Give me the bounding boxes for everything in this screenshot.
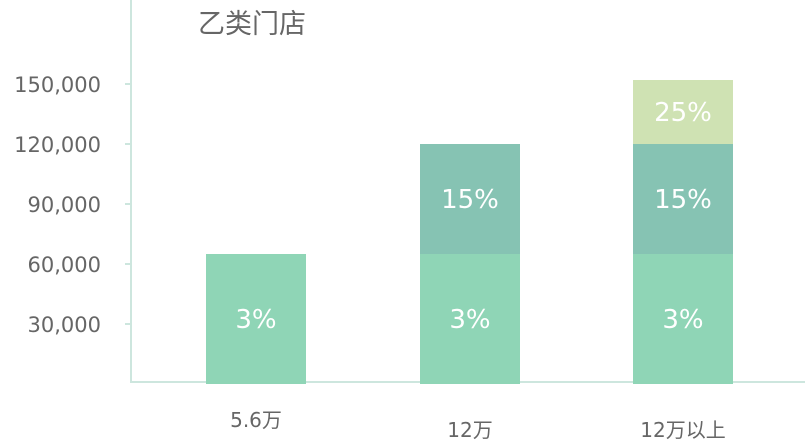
data-label: 3% bbox=[449, 305, 490, 335]
x-tick-label: 5.6万 bbox=[230, 408, 282, 432]
bar-segment bbox=[633, 80, 733, 144]
y-tick-label: 60,000 bbox=[28, 253, 101, 277]
chart-title: 乙类门店 bbox=[198, 9, 306, 40]
bar-segment bbox=[206, 254, 306, 384]
y-tick-label: 120,000 bbox=[14, 133, 101, 157]
y-tick-label: 30,000 bbox=[28, 313, 101, 337]
y-tick-label: 90,000 bbox=[28, 193, 101, 217]
x-tick-label: 12万 bbox=[447, 418, 492, 440]
data-label: 25% bbox=[654, 98, 712, 128]
x-tick-label: 12万以上 bbox=[640, 418, 725, 440]
data-label: 15% bbox=[654, 185, 712, 215]
data-label: 3% bbox=[662, 305, 703, 335]
y-tick-label: 150,000 bbox=[14, 73, 101, 97]
bar-segment bbox=[420, 254, 520, 384]
bar-segment bbox=[633, 254, 733, 384]
data-label: 15% bbox=[441, 185, 499, 215]
bar-segment bbox=[420, 144, 520, 254]
data-label: 3% bbox=[235, 305, 276, 335]
bar-segment bbox=[633, 144, 733, 254]
